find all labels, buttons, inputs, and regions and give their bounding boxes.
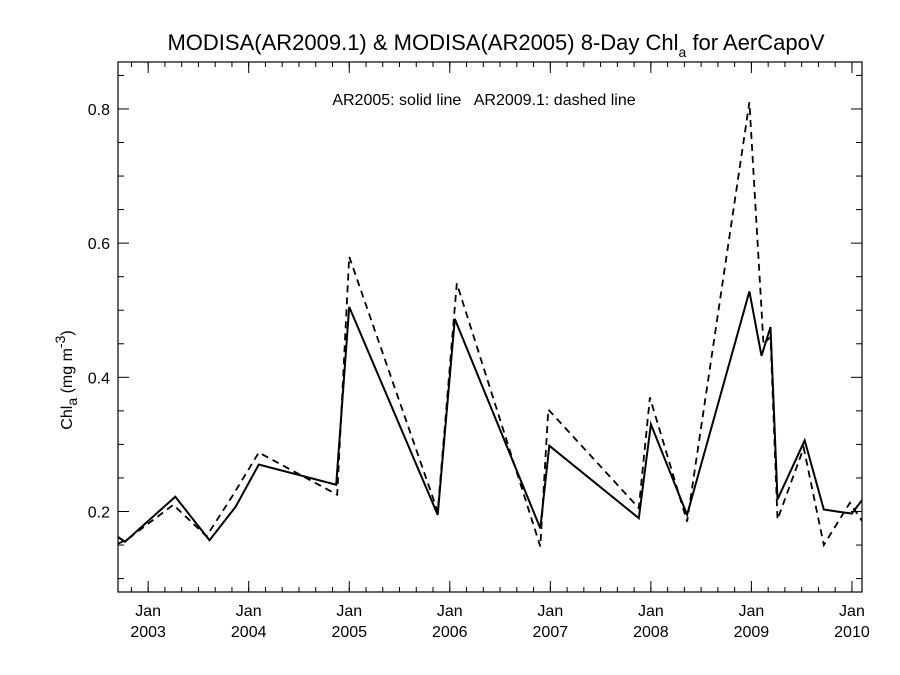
x-tick-label-month: Jan <box>537 603 563 620</box>
x-tick-label-year: 2010 <box>834 624 870 641</box>
plot-area: 0.2 0.4 0.6 0.8 Jan 2003 Jan 2004 Jan 2005 Jan 2006… <box>88 61 870 641</box>
x-tick-label-year: 2006 <box>432 624 468 641</box>
series-line-ar2005 <box>118 291 862 543</box>
y-axis-label-base: Chl <box>59 406 76 430</box>
x-tick-label-month: Jan <box>437 603 463 620</box>
chart-title-suffix: for AerCapoV <box>686 30 825 55</box>
y-axis-label-close: ) <box>59 330 76 335</box>
x-tick-label-month: Jan <box>638 603 664 620</box>
x-tick-label-month: Jan <box>135 603 161 620</box>
plot-frame <box>117 61 863 593</box>
y-axis-label-unit: (mg m <box>59 348 76 398</box>
x-tick-label-month: Jan <box>839 603 865 620</box>
chart-title: MODISA(AR2009.1) & MODISA(AR2005) 8-Day … <box>167 30 824 60</box>
y-tick-label: 0.8 <box>88 102 110 119</box>
chart-title-main: MODISA(AR2009.1) & MODISA(AR2005) 8-Day … <box>167 30 678 55</box>
y-tick-label: 0.2 <box>88 504 110 521</box>
y-tick-label: 0.6 <box>88 236 110 253</box>
x-tick-label-month: Jan <box>739 603 765 620</box>
chart-title-subscript: a <box>679 44 687 60</box>
x-tick-label-year: 2008 <box>633 624 669 641</box>
legend-annotation: AR2005: solid line AR2009.1: dashed line <box>332 92 635 109</box>
x-tick-label-year: 2003 <box>130 624 166 641</box>
x-tick-label-year: 2007 <box>533 624 569 641</box>
x-tick-label-year: 2004 <box>231 624 267 641</box>
y-axis-label: Chla (mg m-3) <box>52 330 80 429</box>
x-tick-label-year: 2009 <box>734 624 770 641</box>
series-line-ar2009-1 <box>118 102 862 548</box>
y-tick-label: 0.4 <box>88 370 110 387</box>
x-tick-label-month: Jan <box>336 603 362 620</box>
y-axis-label-superscript: -3 <box>52 335 68 348</box>
x-tick-label-month: Jan <box>236 603 262 620</box>
x-tick-label-year: 2005 <box>331 624 367 641</box>
y-axis-label-subscript: a <box>64 398 80 406</box>
